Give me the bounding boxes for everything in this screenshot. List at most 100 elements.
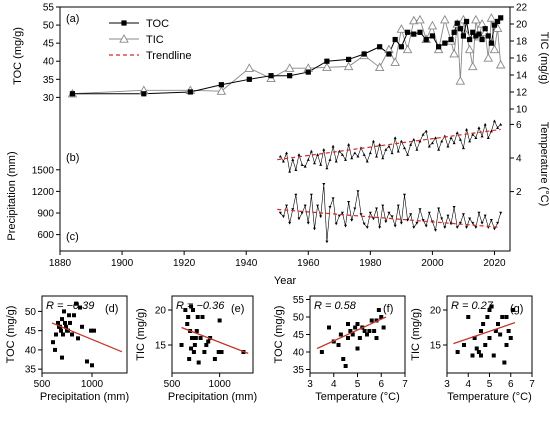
tic-y-tick-label: 20 <box>516 20 528 31</box>
scatter-y-tick-label-g: 15 <box>430 341 442 352</box>
scatter-point-g <box>489 304 494 309</box>
precipitation-point <box>325 240 329 244</box>
scatter-point-g <box>504 343 509 347</box>
tic-axis-label: TIC (mg/g) <box>538 32 550 85</box>
precipitation-point <box>371 217 375 221</box>
scatter-point-e <box>192 343 197 347</box>
temperature-point <box>334 159 338 163</box>
toc-point <box>485 33 491 39</box>
tic-point <box>495 59 506 69</box>
scatter-point-f <box>319 350 324 354</box>
precipitation-point <box>328 206 332 209</box>
regression-line-g <box>453 321 516 345</box>
tic-y-tick-label: 14 <box>516 71 528 82</box>
temperature-point <box>409 143 413 146</box>
precipitation-point <box>378 226 382 229</box>
precipitation-point <box>375 207 379 211</box>
toc-point <box>404 29 411 35</box>
temp-y-tick-label: 4 <box>516 154 522 165</box>
scatter-y-tick-label-f: 45 <box>293 330 305 341</box>
temp-axis-label: Temperature (°C) <box>538 122 550 206</box>
scatter-frame-e <box>171 295 254 374</box>
precipitation-point <box>340 211 344 215</box>
tic-point <box>449 48 459 58</box>
scatter-point-e <box>187 357 192 361</box>
precipitation-point <box>281 215 285 219</box>
scatter-y-tick-label-e: 15 <box>155 341 167 352</box>
precipitation-point <box>396 204 400 208</box>
x-tick-label: 1960 <box>297 258 320 269</box>
temperature-point <box>399 139 403 143</box>
scatter-point-d <box>56 320 60 325</box>
temperature-point <box>347 143 351 146</box>
scatter-point-e <box>186 315 191 319</box>
scatter-point-d <box>54 332 58 337</box>
temperature-point <box>458 138 462 141</box>
scatter-y-axis-label-f: TOC (mg/g) <box>273 306 285 364</box>
toc-point <box>479 36 485 43</box>
precipitation-series-line <box>280 184 501 242</box>
scatter-point-g <box>485 315 490 319</box>
temperature-point <box>297 153 301 156</box>
toc-y-tick-label: 50 <box>43 21 55 32</box>
toc-y-tick-label: 40 <box>43 57 55 68</box>
precipitation-point <box>368 211 372 215</box>
panel-label-b: (b) <box>66 152 79 164</box>
precipitation-point <box>316 204 320 208</box>
toc-point <box>494 18 501 25</box>
temperature-point <box>294 168 298 171</box>
temperature-point <box>446 144 450 148</box>
precipitation-point <box>365 226 369 229</box>
scatter-point-f <box>369 318 374 323</box>
temperature-point <box>328 158 332 161</box>
scatter-point-d <box>80 324 84 329</box>
scatter-point-e <box>206 339 211 344</box>
precipitation-point <box>300 211 304 215</box>
precipitation-point <box>387 211 391 215</box>
scatter-point-e <box>189 346 194 351</box>
toc-point <box>377 44 383 50</box>
scatter-point-e <box>189 304 194 309</box>
toc-point <box>470 29 476 35</box>
precipitation-point <box>499 211 503 215</box>
tic-series-line <box>72 18 502 95</box>
scatter-point-f <box>343 364 348 368</box>
scatter-point-d <box>89 328 93 333</box>
precipitation-point <box>480 221 484 225</box>
x-tick-label: 1940 <box>235 258 258 269</box>
scatter-point-e <box>190 308 195 312</box>
temperature-point <box>430 141 434 145</box>
toc-point <box>467 36 473 43</box>
x-tick-label: 1880 <box>49 258 72 269</box>
toc-y-tick-label: 45 <box>43 39 55 50</box>
precipitation-point <box>294 193 298 197</box>
toc-point <box>386 51 392 57</box>
scatter-point-f <box>348 329 353 333</box>
scatter-x-tick-label-d: 1000 <box>81 379 104 390</box>
scatter-point-f <box>355 346 360 351</box>
scatter-y-tick-label-f: 35 <box>293 365 305 376</box>
precip-y-tick-label: 600 <box>37 230 54 241</box>
scatter-x-axis-label-g: Temperature (°C) <box>447 391 531 403</box>
scatter-y-tick-label-d: 40 <box>25 345 37 356</box>
scatter-point-d <box>85 359 89 364</box>
precipitation-point <box>381 204 385 208</box>
precipitation-point <box>474 226 478 229</box>
scatter-point-g <box>472 336 477 340</box>
precipitation-point <box>437 207 441 211</box>
scatter-point-g <box>504 315 509 319</box>
temperature-point <box>474 136 478 140</box>
temperature-point <box>309 149 313 153</box>
precipitation-point <box>427 211 431 215</box>
scatter-y-tick-label-g: 20 <box>430 306 442 317</box>
scatter-point-f <box>357 336 362 340</box>
scatter-point-e <box>185 322 190 326</box>
temperature-point <box>281 159 285 163</box>
precipitation-point <box>312 227 316 231</box>
x-tick-label: 2020 <box>483 258 506 269</box>
precipitation-point <box>434 229 438 232</box>
scatter-x-tick-label-g: 6 <box>508 379 514 390</box>
tic-point <box>409 15 419 25</box>
toc-point <box>491 22 498 28</box>
